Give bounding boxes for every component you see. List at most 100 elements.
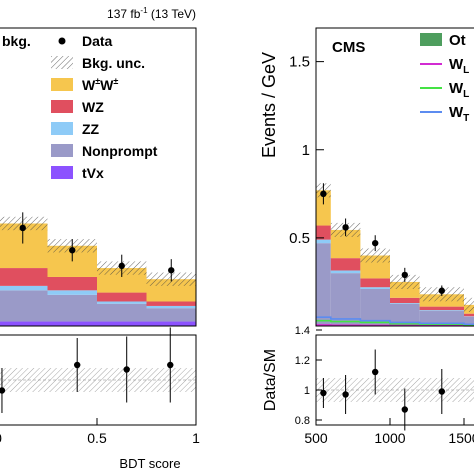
legend-label: Data — [82, 33, 113, 49]
right-bar-zz — [316, 239, 331, 244]
right-data-point — [401, 271, 408, 279]
right-legend-label: WL — [449, 56, 469, 76]
right-y-tick-label: 0.5 — [289, 230, 310, 247]
right-main-plot — [316, 183, 474, 327]
right-data-point — [372, 239, 379, 247]
right-bar-nonprompt — [390, 303, 420, 326]
right-signal-line-wtt — [316, 316, 474, 326]
right-ratio-y-tick-label: 1.2 — [295, 355, 310, 367]
right-ratio-y-tick-label: 1 — [304, 385, 310, 397]
left-ratio-point — [167, 361, 174, 369]
left-legend: bkg. Data Bkg. unc. W±W± WZ ZZ Nonprompt tVx — [2, 33, 158, 181]
right-y-tick-label: 1 — [302, 142, 310, 159]
right-ratio-y-axis: 0.8 1 1.2 1.4 — [295, 325, 322, 427]
left-main-plot — [0, 212, 196, 326]
right-ratio-point — [342, 391, 349, 398]
right-legend-label: WL — [449, 80, 469, 100]
left-bar-zz — [0, 285, 48, 291]
left-bar-nonprompt — [47, 294, 97, 322]
right-bar-wz — [390, 297, 420, 304]
right-ratio-y-axis-label: Data/SM — [262, 349, 279, 411]
left-bar-wz — [0, 268, 48, 286]
legend-label: Nonprompt — [82, 143, 158, 159]
left-legend-title: bkg. — [2, 33, 31, 49]
right-ratio-y-tick-label: 1.4 — [295, 325, 310, 337]
lumi-label: 137 fb-1 (13 TeV) — [107, 6, 196, 21]
left-bar-tvx — [47, 321, 97, 326]
right-bar-wz — [330, 258, 361, 271]
right-unc-band — [360, 248, 390, 263]
legend-label: tVx — [82, 165, 104, 181]
right-x-axis: 500 1000 1500 — [304, 418, 474, 446]
left-bar-tvx — [146, 321, 196, 326]
left-x-tick-label: 0.5 — [87, 430, 107, 446]
legend-label: Bkg. unc. — [82, 55, 145, 71]
right-x-tick-label: 1000 — [374, 430, 405, 446]
left-bar-nonprompt — [146, 308, 196, 322]
right-bar-wz — [360, 278, 390, 288]
left-bar-tvx — [97, 321, 147, 326]
legend-label: WZ — [82, 99, 104, 115]
right-bar-nonprompt — [419, 311, 464, 326]
left-bar-wz — [146, 301, 196, 306]
right-bar-zz — [360, 287, 390, 289]
right-legend-swatch-other — [420, 33, 442, 46]
right-legend-label: WT — [449, 104, 469, 124]
left-x-tick-label: 1 — [192, 430, 200, 446]
legend-label: W±W± — [82, 76, 118, 93]
right-y-axis: 0.5 1 1.5 — [289, 54, 324, 247]
right-ratio-point — [401, 406, 408, 413]
right-ratio-unc-band — [316, 378, 474, 402]
right-y-tick-label: 1.5 — [289, 54, 310, 71]
right-ratio-y-tick-label: 0.8 — [295, 415, 310, 427]
left-bar-zz — [146, 305, 196, 309]
left-x-axis: 00.51 — [0, 418, 200, 446]
left-data-point — [69, 247, 76, 254]
right-legend-label: Ot — [449, 32, 466, 49]
right-main-frame — [315, 27, 474, 327]
right-unc-band — [464, 297, 474, 312]
right-bar-nonprompt — [316, 243, 331, 325]
legend-swatch-nonprompt — [51, 144, 73, 157]
legend-swatch-wpmwpm — [51, 78, 73, 91]
left-ratio-point — [123, 366, 130, 373]
left-bar-wz — [47, 276, 97, 291]
right-data-point — [342, 224, 349, 231]
right-bar-zz — [330, 270, 361, 274]
right-data-point — [320, 190, 327, 198]
left-main-frame — [0, 27, 197, 327]
right-bar-zz — [390, 303, 420, 304]
right-bar-nonprompt — [360, 288, 390, 325]
right-ratio-point — [320, 389, 327, 397]
left-ratio-point — [0, 387, 6, 394]
left-bar-nonprompt — [0, 290, 48, 322]
right-ratio-point — [438, 388, 445, 395]
left-unc-band — [0, 216, 48, 231]
right-bar-zz — [419, 310, 464, 312]
left-bar-wz — [97, 292, 147, 302]
left-ratio-point — [74, 361, 81, 369]
right-bar-nonprompt — [330, 273, 361, 325]
right-legend: Ot WL WL WT — [420, 32, 469, 124]
right-bar-ww — [316, 190, 331, 226]
legend-unc-swatch — [51, 56, 73, 69]
legend-swatch-tvx — [51, 166, 73, 179]
left-x-axis-label: BDT score — [119, 456, 180, 471]
left-bar-zz — [97, 301, 147, 304]
right-data-point — [438, 287, 445, 294]
left-data-point — [118, 262, 125, 270]
left-bar-zz — [47, 290, 97, 295]
right-bar-wz — [419, 306, 464, 311]
right-x-tick-label: 1500 — [448, 430, 474, 446]
left-bar-nonprompt — [97, 303, 147, 322]
left-data-point — [168, 267, 175, 274]
right-bar-nonprompt — [464, 316, 474, 326]
right-x-tick-label: 500 — [304, 430, 328, 446]
right-ratio-point — [372, 368, 379, 376]
cms-label: CMS — [332, 39, 365, 56]
left-data-point — [19, 224, 26, 232]
right-ratio-plot — [316, 349, 474, 431]
legend-swatch-zz — [51, 122, 73, 135]
legend-data-marker — [58, 37, 66, 45]
